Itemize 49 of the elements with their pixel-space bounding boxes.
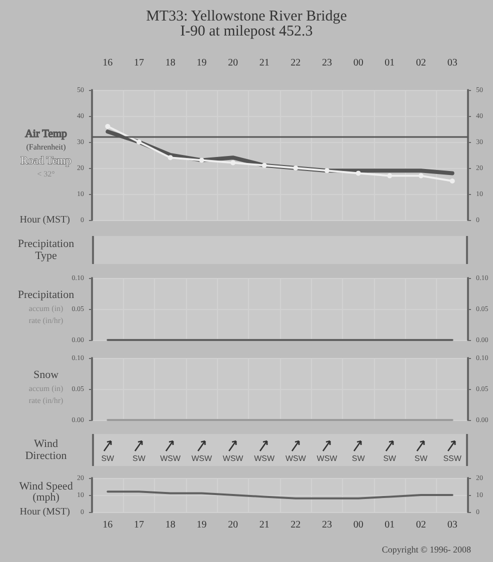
x-tick-label: 17 — [134, 58, 144, 68]
x-tick-label: 23 — [322, 58, 332, 68]
text: Precipitation Type — [16, 238, 76, 262]
x-tick-label: 18 — [165, 58, 176, 68]
text: Air Temp — [24, 128, 68, 140]
category-label: SW — [414, 454, 428, 463]
chart-title: MT33: Yellowstone River Bridge — [146, 8, 348, 24]
category-label: SW — [350, 454, 366, 463]
y-axis-title: Snow — [33, 369, 59, 381]
x-tick-label: 20 — [228, 58, 238, 68]
category-label: SW — [382, 454, 398, 463]
x-tick-label: 03 — [447, 520, 458, 530]
chart-subtitle: I-90 at milepost 452.3 — [180, 24, 313, 40]
category-label: WSW — [190, 454, 213, 463]
x-tick-label: 16 — [102, 58, 113, 68]
category-label: WSW — [159, 454, 182, 463]
x-tick-label: 18 — [165, 520, 176, 530]
text: Road Temp — [20, 154, 72, 167]
y-axis-title: (Fahrenheit) — [26, 142, 66, 152]
y-axis-title: Wind Speed (mph) — [19, 480, 74, 504]
x-tick-label: 01 — [384, 520, 395, 530]
x-tick-label: 00 — [353, 520, 364, 530]
x-tick-label: 02 — [416, 58, 426, 68]
category-label: SW — [100, 454, 116, 463]
category-label: SSW — [442, 454, 462, 463]
x-tick-label: 17 — [134, 520, 144, 530]
x-tick-label: 19 — [196, 520, 207, 530]
x-tick-label: 21 — [259, 520, 270, 530]
category-label: SW — [132, 454, 146, 463]
x-tick-label: 23 — [322, 520, 332, 530]
x-tick-label: 19 — [196, 58, 207, 68]
y-axis-title: Precipitation — [18, 289, 75, 301]
x-tick-label: 03 — [447, 58, 458, 68]
x-tick-label: 20 — [228, 520, 238, 530]
category-label: WSW — [253, 454, 276, 463]
text: Copyright © 1996- 2008 — [382, 544, 472, 554]
category-label: WSW — [316, 454, 338, 463]
x-tick-label: 22 — [290, 520, 301, 530]
x-tick-label: 21 — [259, 58, 270, 68]
x-tick-label: 00 — [353, 58, 364, 68]
x-tick-label: 22 — [290, 58, 301, 68]
text: Wind Direction — [24, 438, 68, 462]
x-tick-label: 01 — [384, 58, 395, 68]
category-label: WSW — [222, 454, 244, 463]
category-label: WSW — [284, 454, 307, 463]
x-tick-label: 02 — [416, 520, 426, 530]
x-axis-title: Hour (MST) — [20, 214, 70, 226]
x-tick-label: 16 — [102, 520, 113, 530]
x-axis-title: Hour (MST) — [20, 506, 70, 518]
